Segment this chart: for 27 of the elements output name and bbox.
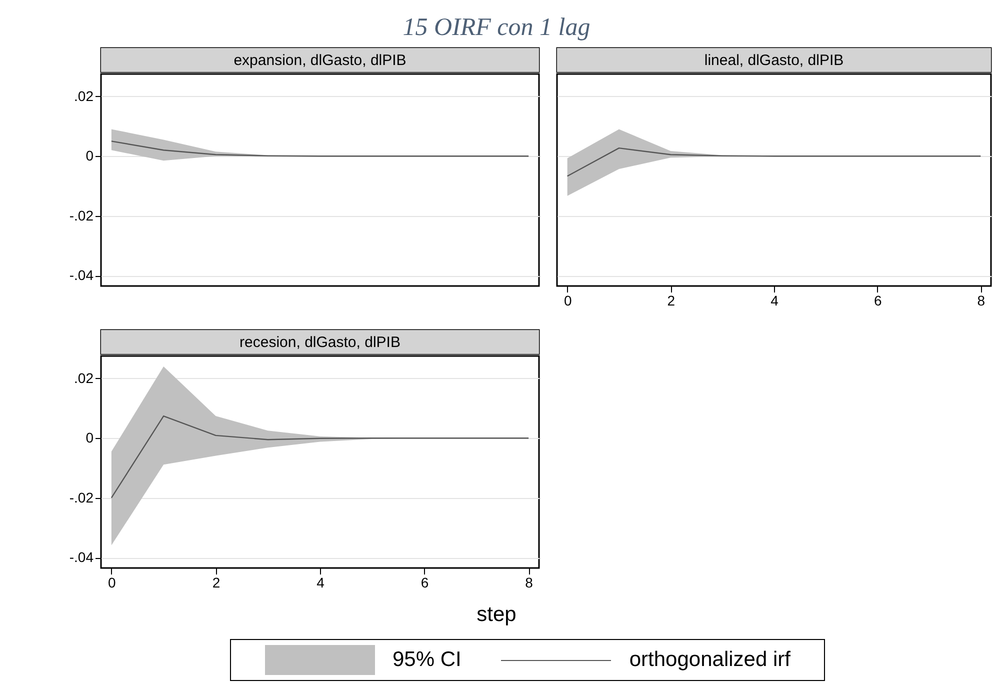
y-tick-label: -.04 xyxy=(69,549,94,566)
x-tick-label: 2 xyxy=(667,292,676,308)
y-tick-label: 0 xyxy=(86,148,94,164)
x-tick-label: 8 xyxy=(525,574,534,590)
x-tick-label: 0 xyxy=(108,574,116,590)
x-tick-label: 8 xyxy=(977,292,986,308)
line-series xyxy=(110,140,530,157)
text: 95% CI xyxy=(392,648,462,672)
x-tick-label: 6 xyxy=(874,292,882,308)
y-tick-label: -.02 xyxy=(69,207,94,224)
y-tick-label: -.02 xyxy=(69,489,94,506)
y-tick-label: .02 xyxy=(74,370,94,386)
y-tick-label: -.04 xyxy=(69,267,94,284)
y-tick-label: .02 xyxy=(74,88,94,104)
x-tick-label: 4 xyxy=(770,292,779,308)
chart-title: lineal, dlGasto, dlPIB xyxy=(704,52,844,69)
text: 15 OIRF con 1 lag xyxy=(402,14,592,42)
y-tick-label: 0 xyxy=(86,430,94,446)
x-tick-label: 0 xyxy=(564,292,572,308)
x-tick-label: 2 xyxy=(212,574,220,590)
x-tick-label: 6 xyxy=(420,574,429,590)
text: orthogonalized irf xyxy=(629,648,790,672)
chart-title: recesion, dlGasto, dlPIB xyxy=(240,334,400,351)
x-tick-label: 4 xyxy=(316,574,325,590)
line-series xyxy=(110,415,530,498)
x-axis-title: step xyxy=(476,603,518,627)
chart-title: expansion, dlGasto, dlPIB xyxy=(234,52,406,69)
